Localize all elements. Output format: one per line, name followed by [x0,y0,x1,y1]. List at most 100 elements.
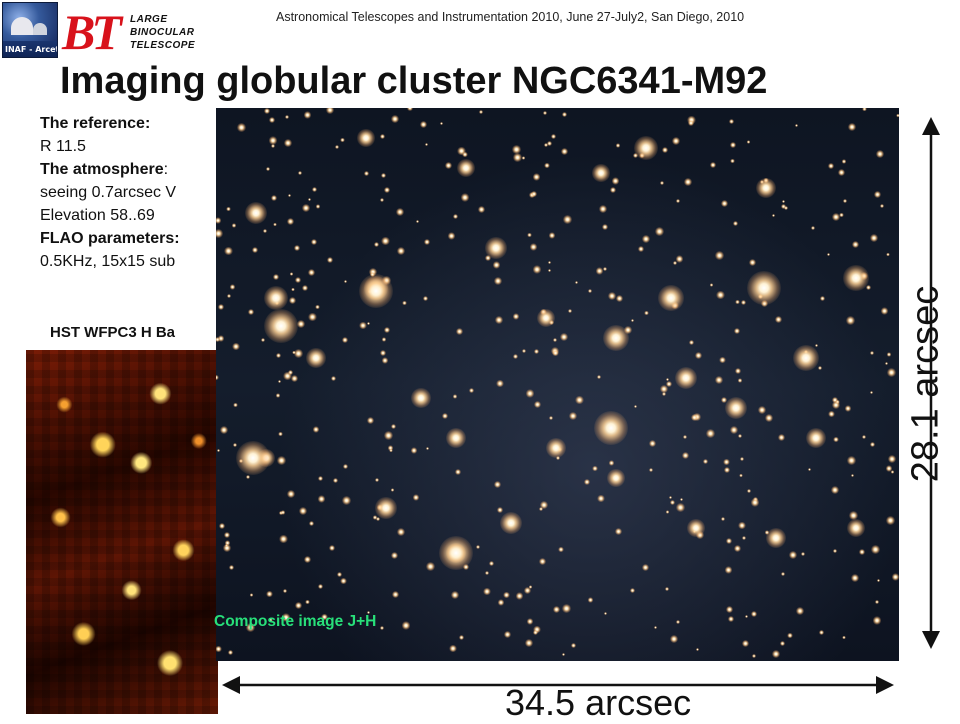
star [521,348,527,354]
elevation-value: Elevation 58..69 [40,207,155,224]
star [655,227,665,236]
star [383,187,390,194]
conference-header: Astronomical Telescopes and Instrumentat… [276,10,745,24]
star [380,626,385,631]
star [766,528,786,548]
star [310,239,317,246]
star [334,145,339,149]
star [703,459,708,464]
star [561,111,567,117]
star [315,304,320,310]
star [521,156,526,160]
star [658,285,684,311]
star [218,335,225,342]
observation-info: The reference: R 11.5 The atmosphere: se… [40,112,240,273]
star [534,400,542,408]
star [543,142,548,147]
star [662,392,667,397]
star [458,634,465,641]
star [526,617,534,625]
star [381,336,387,342]
star [275,352,282,359]
star [294,349,303,358]
star [236,441,270,475]
star [412,494,419,501]
observatory-dome-icon [11,17,33,35]
star [607,291,617,301]
star [662,147,669,154]
star [714,375,724,385]
star [624,326,632,334]
star [608,460,615,466]
star [603,325,629,351]
star [728,616,734,623]
star [375,517,380,521]
star [709,283,713,287]
atmosphere-heading: The atmosphere: [40,158,240,181]
star [484,254,492,262]
star [841,159,846,164]
star [548,231,556,239]
star [629,587,636,594]
star [246,475,251,480]
star [787,632,793,639]
star [279,534,288,544]
star [306,348,326,368]
star [529,243,538,251]
star [888,455,897,464]
star [401,620,411,630]
star [366,610,370,614]
star [340,137,345,142]
star [684,177,693,186]
lbt-logo: BT LARGE BINOCULAR TELESCOPE [62,4,195,60]
star [411,388,431,408]
star [884,361,888,366]
star [789,551,798,559]
lbt-logo-letters: BT [62,4,122,60]
star [801,552,805,556]
star [846,455,856,465]
star [326,108,335,114]
star [270,143,275,148]
atmosphere-label: The atmosphere [40,161,164,178]
star [485,237,507,259]
star [307,197,311,201]
star [290,272,294,276]
star [373,241,379,247]
star [524,587,531,594]
star [379,133,385,139]
star [659,181,665,186]
star [374,477,379,482]
star [359,322,367,330]
star [597,494,605,502]
star [846,316,856,325]
star [495,316,503,324]
slide-title: Imaging globular cluster NGC6341-M92 [60,60,768,102]
star [830,485,839,495]
star [381,356,389,364]
star [357,129,375,147]
star [862,435,866,440]
star [844,405,852,412]
atmosphere-colon: : [163,161,169,178]
star [880,307,889,315]
star [729,158,735,164]
star [333,478,339,484]
star [891,573,899,581]
star [725,397,747,419]
star [547,260,551,265]
star [479,109,484,115]
star [281,613,290,622]
star [512,152,522,162]
star [369,267,378,276]
star [780,204,786,210]
star [741,299,747,306]
star [444,162,452,170]
star [283,371,292,381]
star [630,318,635,323]
star [291,375,299,383]
star [741,639,749,647]
star [497,599,505,606]
star [344,279,348,284]
star [674,366,698,390]
